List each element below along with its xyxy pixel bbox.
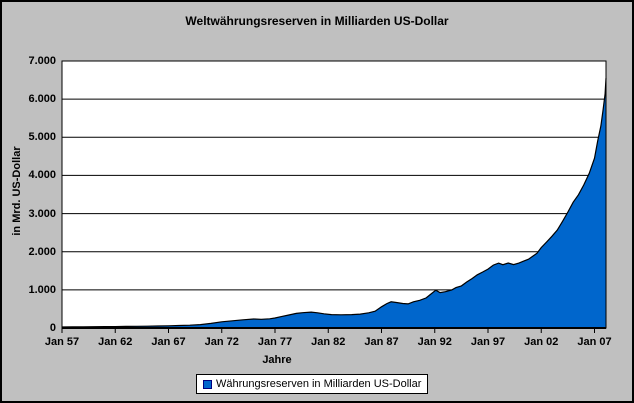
x-tick-label: Jan 77 [257,336,293,348]
x-tick-label: Jan 62 [98,336,133,348]
x-tick-label: Jan 87 [364,336,399,348]
x-tick-label: Jan 07 [577,336,612,348]
y-tick-label: 2.000 [28,245,56,258]
area-series-outline [61,78,607,328]
x-tick-label: Jan 72 [204,336,239,348]
y-tick-label: 6.000 [28,93,56,106]
x-axis-title: Jahre [262,354,292,366]
y-tick-label: 4.000 [28,169,56,182]
y-tick-label: 1.000 [28,283,56,296]
x-tick-label: Jan 57 [44,336,80,348]
plot-area [61,60,607,333]
y-axis-title: in Mrd. US-Dollar [11,146,23,236]
chart-title: Weltwährungsreserven in Milliarden US-Do… [185,14,449,28]
y-tick-label: 0 [49,322,56,334]
legend-box: Währungsreserven in Milliarden US-Dollar [196,374,429,394]
x-tick-label: Jan 82 [311,336,346,348]
y-tick-label: 3.000 [28,207,56,220]
legend-series-marker-icon [203,379,212,389]
y-tick-label: 7.000 [28,55,56,67]
x-tick-label: Jan 02 [524,336,559,348]
y-tick-label: 5.000 [28,131,56,144]
legend-series-label: Währungsreserven in Milliarden US-Dollar [216,378,422,390]
x-tick-label: Jan 92 [417,336,452,348]
x-tick-label: Jan 67 [151,336,186,348]
area-series [62,78,606,328]
x-tick-label: Jan 97 [470,336,506,348]
